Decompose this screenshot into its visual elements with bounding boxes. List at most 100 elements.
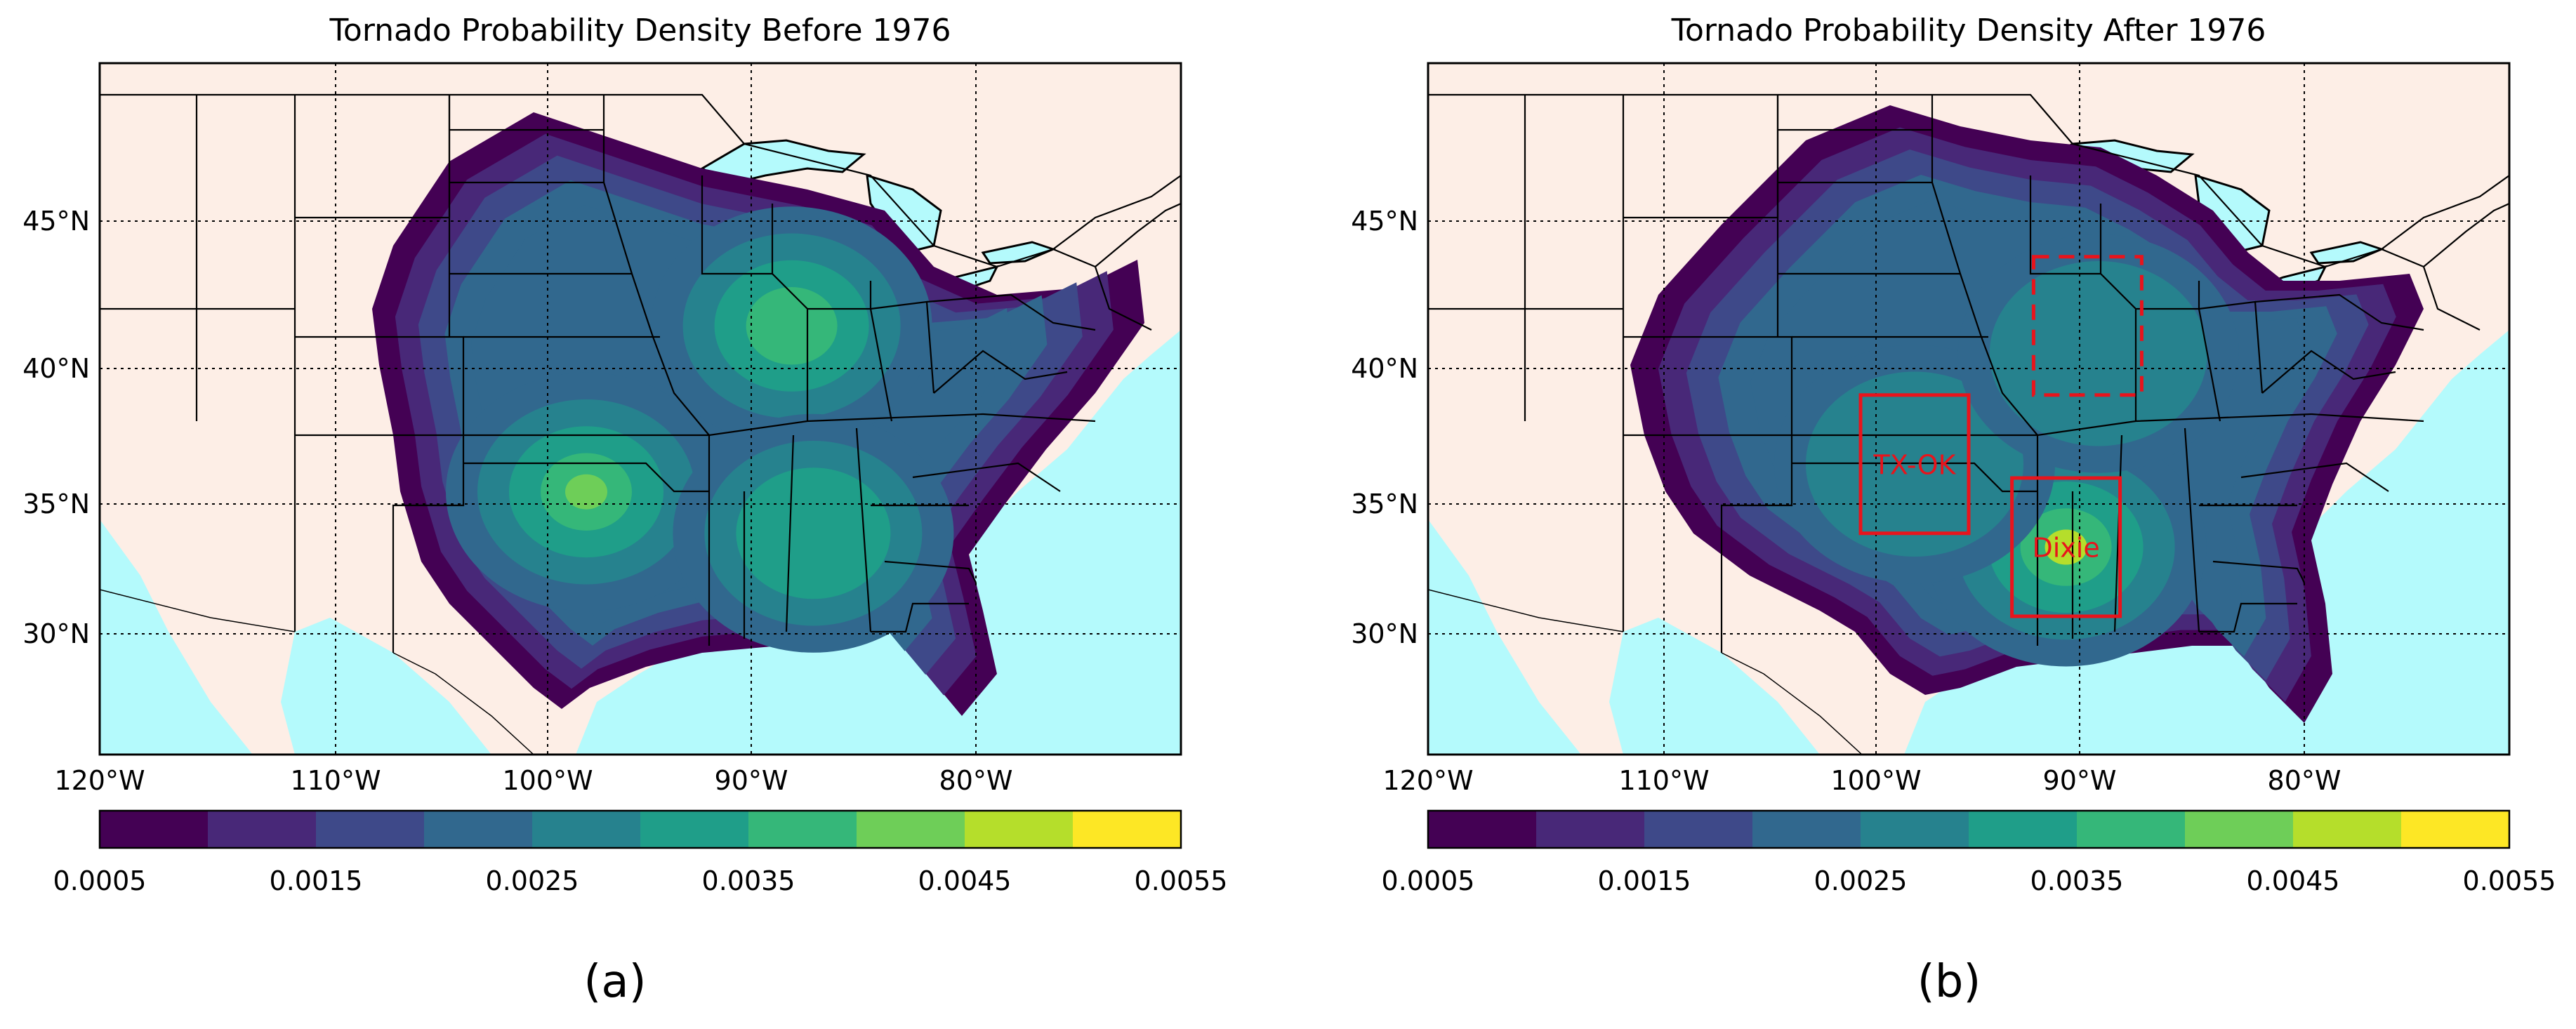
border-mexico — [100, 589, 534, 755]
colorbar-segment — [532, 811, 641, 848]
lon-label-90: 90°W — [2043, 765, 2117, 796]
border-canada-us — [1428, 93, 2509, 268]
panel-b-colorbar-ticks: 0.0005 0.0015 0.0025 0.0035 0.0045 0.005… — [1382, 865, 2556, 896]
cbar-b-tick-4: 0.0045 — [2247, 865, 2340, 896]
lat-label-30: 30°N — [22, 618, 90, 649]
panel-b-state-borders — [1428, 93, 2509, 755]
colorbar-segment — [2401, 811, 2510, 848]
colorbar-segment — [1644, 811, 1753, 848]
panel-a-lon-labels: 120°W 110°W 100°W 90°W 80°W — [54, 765, 1012, 796]
border-texas-ok — [1792, 435, 2039, 646]
cbar-b-tick-0: 0.0005 — [1382, 865, 1475, 896]
colorbar-segment — [208, 811, 317, 848]
cbar-a-tick-2: 0.0025 — [486, 865, 579, 896]
lon-label-80: 80°W — [2268, 765, 2341, 796]
border-texas-ok — [463, 435, 711, 646]
border-east — [871, 293, 1096, 633]
panel-a: Tornado Probability Density Before 1976 — [22, 13, 1227, 1008]
panel-a-label: (a) — [583, 956, 646, 1008]
panel-b-lon-labels: 120°W 110°W 100°W 90°W 80°W — [1382, 765, 2341, 796]
border-northeast — [1052, 202, 1181, 331]
colorbar-segment — [1073, 811, 1182, 848]
panel-b-colorbar-frame — [1427, 809, 2511, 849]
colorbar-segment — [857, 811, 965, 848]
cbar-a-tick-5: 0.0055 — [1135, 865, 1228, 896]
density-hotspot-level — [2045, 529, 2087, 565]
border-plains — [448, 95, 710, 437]
colorbar-segment — [424, 811, 533, 848]
panel-a-state-borders — [100, 93, 1181, 755]
lat-label-35: 35°N — [22, 489, 90, 519]
lon-label-120: 120°W — [54, 765, 145, 796]
colorbar-segment — [2077, 811, 2186, 848]
colorbar-segment — [965, 811, 1074, 848]
panel-b: Tornado Probability Density After 1976 — [1351, 13, 2556, 1008]
cbar-a-tick-3: 0.0035 — [702, 865, 795, 896]
panel-b-label: (b) — [1917, 956, 1981, 1008]
panel-b-colorbar — [1428, 811, 2510, 848]
lake-ontario — [981, 241, 1057, 265]
colorbar-segment — [1428, 811, 1537, 848]
colorbar-segment — [748, 811, 857, 848]
colorbar-segment — [2293, 811, 2402, 848]
density-hotspot-level — [565, 474, 607, 510]
density-hotspot-level — [736, 467, 891, 599]
cbar-b-tick-3: 0.0035 — [2030, 865, 2124, 896]
panel-a-map — [100, 63, 1181, 755]
lat-label-45: 45°N — [22, 206, 90, 237]
cbar-b-tick-5: 0.0055 — [2463, 865, 2556, 896]
region-box-midwest-box — [2031, 255, 2144, 397]
panel-b-density-field — [1630, 105, 2424, 723]
cbar-b-tick-2: 0.0025 — [1814, 865, 1908, 896]
panel-a-lat-labels: 45°N 40°N 35°N 30°N — [22, 206, 90, 649]
border-northeast — [2381, 202, 2509, 331]
panel-a-colorbar — [100, 811, 1182, 848]
panel-b-title: Tornado Probability Density After 1976 — [1671, 13, 2266, 48]
lake-ontario — [2309, 241, 2385, 265]
cbar-a-tick-4: 0.0045 — [918, 865, 1012, 896]
panel-b-map-frame — [1427, 62, 2511, 756]
colorbar-segment — [1969, 811, 2078, 848]
lat-label-40: 40°N — [1351, 353, 1418, 384]
lat-label-30: 30°N — [1351, 618, 1418, 649]
lat-label-45: 45°N — [1351, 206, 1418, 237]
panel-a-map-frame — [98, 62, 1182, 756]
colorbar-segment — [100, 811, 209, 848]
lat-label-35: 35°N — [1351, 489, 1418, 519]
colorbar-segment — [316, 811, 425, 848]
lon-label-100: 100°W — [502, 765, 593, 796]
border-east — [2199, 293, 2424, 633]
lon-label-90: 90°W — [715, 765, 788, 796]
colorbar-segment — [1752, 811, 1861, 848]
panel-b-gridlines — [1428, 63, 2509, 755]
lon-label-110: 110°W — [1618, 765, 1709, 796]
panel-b-lat-labels: 45°N 40°N 35°N 30°N — [1351, 206, 1418, 649]
panel-b-region-boxes: TX-OK Dixie — [1858, 255, 2144, 618]
cbar-a-tick-0: 0.0005 — [53, 865, 147, 896]
lon-label-100: 100°W — [1830, 765, 1921, 796]
lon-label-80: 80°W — [939, 765, 1013, 796]
border-mexico — [1428, 589, 1863, 755]
panel-a-title: Tornado Probability Density Before 1976 — [329, 13, 951, 48]
cbar-b-tick-1: 0.0015 — [1598, 865, 1691, 896]
region-label: Dixie — [2032, 533, 2099, 564]
panel-b-map: TX-OK Dixie — [1428, 63, 2509, 755]
border-plains — [1776, 95, 2038, 437]
density-hotspot-level — [1989, 260, 2207, 446]
colorbar-segment — [1861, 811, 1969, 848]
region-label: TX-OK — [1873, 449, 1957, 480]
lon-label-110: 110°W — [290, 765, 381, 796]
colorbar-segment — [2185, 811, 2294, 848]
panel-a-gridlines — [100, 63, 1181, 755]
panel-a-colorbar-ticks: 0.0005 0.0015 0.0025 0.0035 0.0045 0.005… — [53, 865, 1228, 896]
border-canada-us — [100, 93, 1181, 268]
panel-a-colorbar-frame — [98, 809, 1182, 849]
region-box-dixie — [2010, 476, 2122, 618]
colorbar-segment — [640, 811, 749, 848]
density-hotspot-level — [746, 287, 838, 365]
cbar-a-tick-1: 0.0015 — [270, 865, 363, 896]
colorbar-segment — [1536, 811, 1645, 848]
lon-label-120: 120°W — [1382, 765, 1473, 796]
region-box-tx-ok — [1858, 393, 1971, 536]
